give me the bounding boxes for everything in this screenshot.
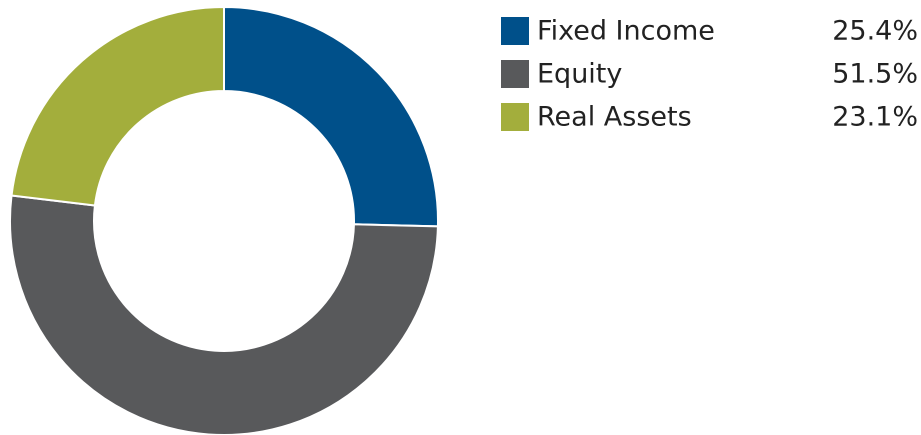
legend-swatch — [501, 17, 529, 45]
donut-slice — [9, 194, 439, 435]
value-label: 51.5% — [832, 59, 918, 90]
legend-label: Equity — [537, 59, 622, 90]
donut-slice — [223, 5, 439, 228]
legend-swatch — [501, 60, 529, 88]
legend-label: Real Assets — [537, 102, 692, 133]
value-label: 25.4% — [832, 16, 918, 47]
value-label: 23.1% — [832, 102, 918, 133]
legend-swatch — [501, 103, 529, 131]
legend-label: Fixed Income — [537, 16, 715, 47]
donut-slice — [10, 5, 225, 207]
